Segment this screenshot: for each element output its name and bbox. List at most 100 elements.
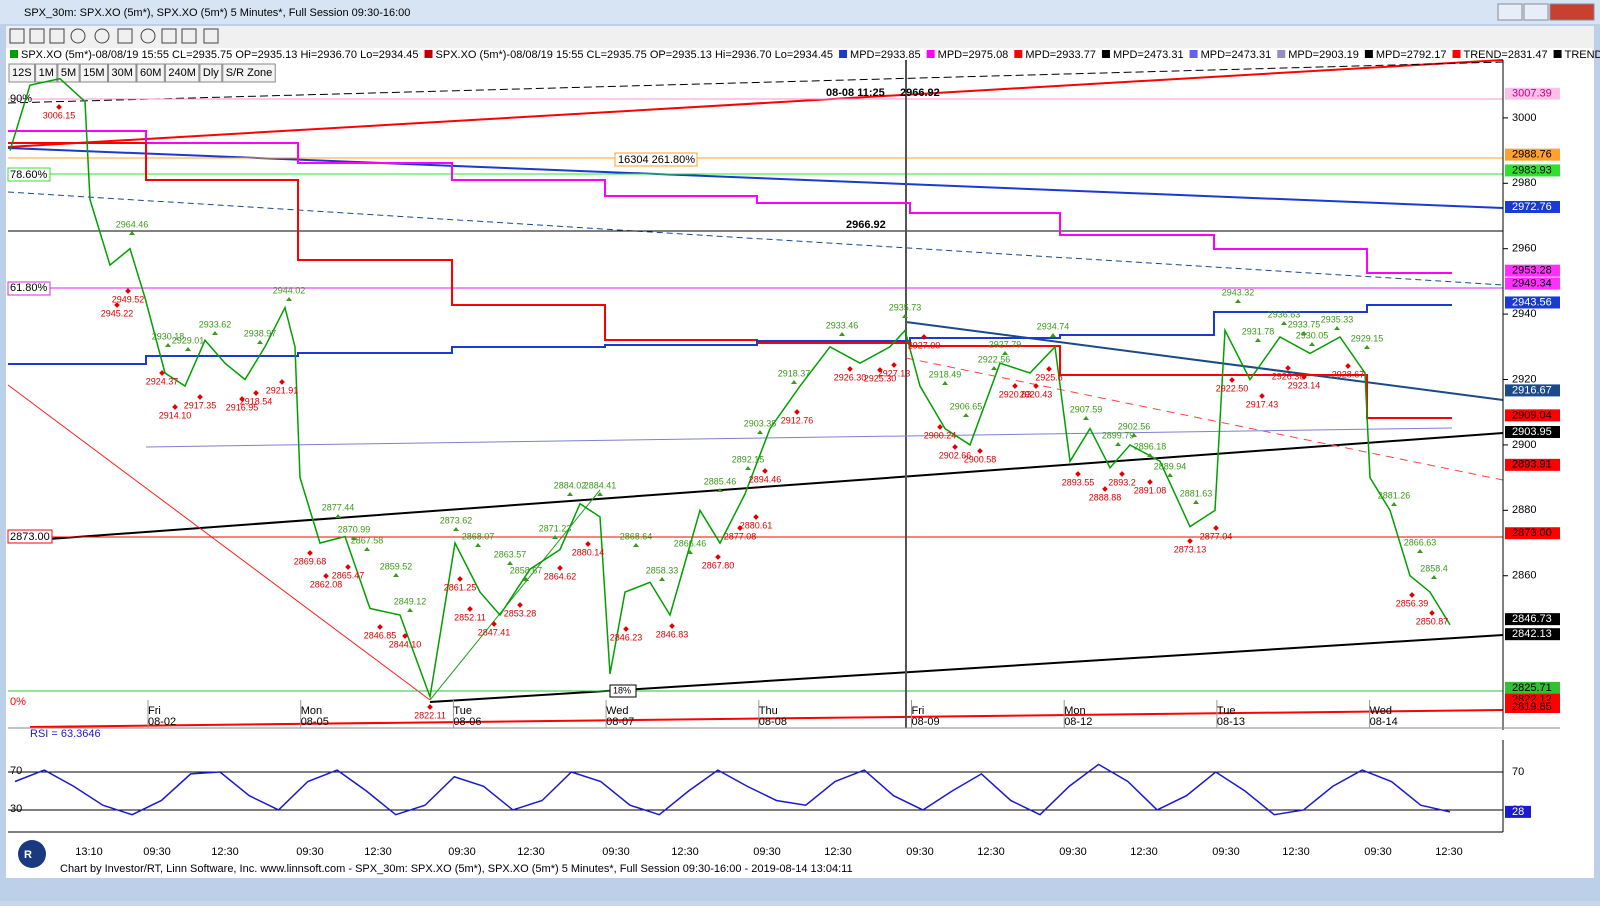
svg-text:R: R <box>24 849 32 861</box>
high-marker <box>791 380 797 384</box>
fib-label: 0% <box>10 696 26 708</box>
day-label: Thu <box>759 705 778 717</box>
high-marker <box>212 331 218 335</box>
high-label: 2929.15 <box>1351 333 1384 343</box>
low-label: 2891.08 <box>1134 485 1167 495</box>
date-label: 08-08 <box>759 716 787 728</box>
high-marker <box>507 561 513 565</box>
high-marker <box>351 536 357 540</box>
y-tick-label: 2900 <box>1512 439 1536 451</box>
low-label: 2862.08 <box>310 579 343 589</box>
high-label: 2863.57 <box>494 549 527 559</box>
low-label: 2928.67 <box>1332 369 1365 379</box>
interval-button[interactable] <box>108 63 137 83</box>
high-marker <box>364 547 370 551</box>
interval-button[interactable] <box>199 63 223 83</box>
high-label: 2906.65 <box>950 401 983 411</box>
low-marker <box>794 409 800 415</box>
high-marker <box>1193 500 1199 504</box>
chart-area <box>6 48 1594 878</box>
price-label-box <box>1505 701 1560 714</box>
day-label: Fri <box>912 705 925 717</box>
low-marker <box>377 624 383 630</box>
low-label: 2900.58 <box>964 454 997 464</box>
time-label: 09:30 <box>1059 846 1087 858</box>
close[interactable] <box>1549 3 1595 21</box>
high-label: 2884.02 <box>554 480 587 490</box>
legend-entry: MPD=2975.08 <box>938 49 1009 61</box>
high-marker <box>1167 473 1173 477</box>
high-marker <box>1309 342 1315 346</box>
legend-swatch <box>1452 50 1461 58</box>
price-label-box <box>1505 277 1560 290</box>
high-marker <box>1301 331 1307 335</box>
high-marker <box>597 492 603 496</box>
low-label: 2846.23 <box>610 632 643 642</box>
high-marker <box>129 231 135 235</box>
high-marker <box>1364 345 1370 349</box>
high-marker <box>757 430 763 434</box>
interval-button[interactable] <box>8 63 36 83</box>
event-price: 2966.92 <box>900 87 940 99</box>
low-label: 2873.13 <box>1174 544 1207 554</box>
low-marker <box>847 366 853 372</box>
maximize[interactable] <box>1523 3 1549 21</box>
low-marker <box>1259 393 1265 399</box>
price-label: 2903.95 <box>1512 426 1552 438</box>
time-label: 09:30 <box>1212 846 1240 858</box>
low-marker <box>1102 486 1108 492</box>
price-label-box <box>1505 426 1560 439</box>
interval-button[interactable] <box>79 63 109 83</box>
high-label: 2899.79 <box>1102 430 1135 440</box>
price-label-box <box>1505 148 1560 161</box>
interval-button-label: 12S <box>12 67 32 79</box>
low-marker <box>253 390 259 396</box>
high-marker <box>963 413 969 417</box>
legend-swatch <box>424 50 433 58</box>
y-tick-label: 2920 <box>1512 373 1536 385</box>
low-marker <box>1187 538 1193 544</box>
interval-button[interactable] <box>222 63 276 83</box>
interval-button-label: S/R Zone <box>226 67 272 79</box>
high-label: 2933.62 <box>199 319 232 329</box>
small-box <box>609 684 637 698</box>
price-label-box <box>1505 200 1560 213</box>
price-label-box <box>1505 264 1560 277</box>
legend-swatch <box>1364 50 1373 58</box>
high-marker <box>407 608 413 612</box>
low-marker <box>114 302 120 308</box>
rsi-tick-label: 30 <box>10 803 22 815</box>
low-marker <box>517 602 523 608</box>
price-label: 2819.85 <box>1512 701 1552 713</box>
legend-swatch <box>1189 50 1198 58</box>
high-marker <box>633 543 639 547</box>
high-marker <box>1050 333 1056 337</box>
low-label: 2864.62 <box>544 571 577 581</box>
high-label: 2943.32 <box>1222 287 1255 297</box>
low-marker <box>345 564 351 570</box>
high-marker <box>1147 453 1153 457</box>
interval-button[interactable] <box>164 63 200 83</box>
minimize[interactable] <box>1497 3 1523 21</box>
high-label: 2930.18 <box>152 331 185 341</box>
low-label: 2888.88 <box>1089 492 1122 502</box>
fib-box <box>7 281 51 296</box>
date-label: 08-13 <box>1217 716 1245 728</box>
high-label: 2933.46 <box>826 320 859 330</box>
interval-button[interactable] <box>57 63 80 83</box>
low-label: 2922.50 <box>1216 383 1249 393</box>
interval-button[interactable] <box>136 63 165 83</box>
legend-entry: MPD=2792.17 <box>1376 49 1447 61</box>
low-label: 2847.41 <box>478 627 511 637</box>
high-marker <box>453 527 459 531</box>
high-marker <box>1255 338 1261 342</box>
window-title: SPX_30m: SPX.XO (5m*), SPX.XO (5m*) 5 Mi… <box>24 7 410 19</box>
day-label: Fri <box>148 705 161 717</box>
day-label: Wed <box>606 705 628 717</box>
price-label: 2846.73 <box>1512 613 1552 625</box>
low-marker <box>921 334 927 340</box>
low-label: 2925.8 <box>1035 372 1063 382</box>
high-label: 2849.12 <box>394 596 427 606</box>
drawing-tools <box>7 59 1504 728</box>
price-label: 2988.76 <box>1512 149 1552 161</box>
